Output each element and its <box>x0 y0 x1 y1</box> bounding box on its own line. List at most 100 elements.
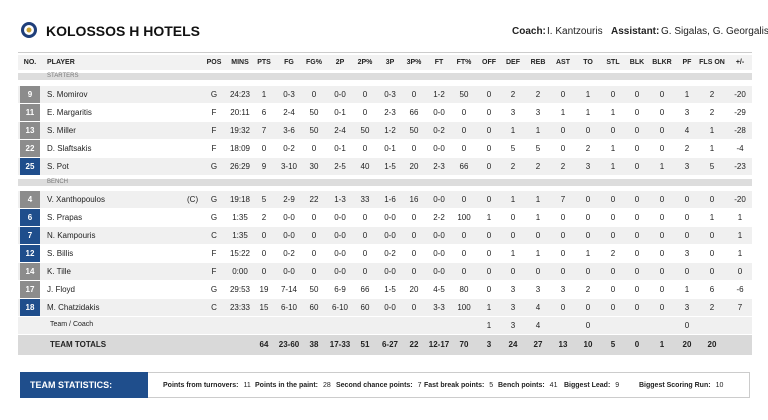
team-stat-value: 7 <box>417 382 422 389</box>
total-cell: 6-27 <box>381 340 398 349</box>
stat-cell: 7-14 <box>280 284 297 294</box>
column-header: +/- <box>735 58 745 66</box>
stat-cell: F <box>211 266 217 276</box>
stat-cell: 0 <box>486 143 492 153</box>
stat-cell: 1 <box>610 107 616 117</box>
stat-cell: 1 <box>261 89 267 99</box>
stat-cell: 0 <box>585 266 591 276</box>
team-stat-label: Biggest Lead: <box>564 382 611 389</box>
stat-cell: 50 <box>409 125 419 135</box>
stat-cell: 0 <box>610 89 616 99</box>
team-logo <box>21 22 37 38</box>
stat-cell: 0 <box>560 89 566 99</box>
stat-cell: 2 <box>535 161 541 171</box>
column-header: FLS ON <box>699 58 725 66</box>
stat-cell: 1 <box>585 107 591 117</box>
stat-cell: 2-5 <box>334 161 346 171</box>
stat-cell: 0 <box>684 230 690 240</box>
column-header: BLK <box>629 58 645 66</box>
team-coach-label: Team / Coach <box>50 321 94 328</box>
stat-cell: 2 <box>560 161 566 171</box>
stat-cell: G <box>210 284 218 294</box>
header-row <box>18 55 752 70</box>
stat-cell: -23 <box>734 161 746 171</box>
stat-cell: 1 <box>535 194 541 204</box>
stat-cell: 0 <box>486 284 492 294</box>
stat-cell: 0-0 <box>433 230 445 240</box>
stat-cell: 0-0 <box>433 248 445 258</box>
number-box <box>20 122 40 139</box>
stat-cell: 0 <box>560 212 566 222</box>
row <box>18 299 752 316</box>
stat-cell: 0 <box>659 89 665 99</box>
stat-cell: 0 <box>659 107 665 117</box>
stat-cell: 0 <box>585 125 591 135</box>
team-stat: Biggest Lead: 9 <box>564 382 619 389</box>
stat-cell: 0 <box>261 266 267 276</box>
column-header: PF <box>682 58 692 66</box>
row <box>18 86 752 103</box>
total-cell: 64 <box>259 340 269 349</box>
stat-cell: 1 <box>585 248 591 258</box>
stat-cell: 0 <box>634 302 640 312</box>
stat-cell: 4-5 <box>433 284 445 294</box>
player-number: 14 <box>25 266 35 276</box>
stat-cell: 16 <box>409 194 419 204</box>
stat-cell: 2 <box>535 89 541 99</box>
stat-cell: 0 <box>535 266 541 276</box>
number-box <box>20 227 40 244</box>
row <box>18 158 752 175</box>
stat-cell: 0-2 <box>433 125 445 135</box>
stat-cell: 20 <box>409 284 419 294</box>
stat-cell: 1 <box>684 284 690 294</box>
player-name: N. Kampouris <box>47 230 96 240</box>
player-name: S. Billis <box>47 248 74 258</box>
stat-cell: 0 <box>684 194 690 204</box>
stat-cell: 20:11 <box>230 107 250 117</box>
stat-cell: 4 <box>684 125 690 135</box>
stat-cell: 30 <box>309 161 319 171</box>
total-cell: 20 <box>682 340 692 349</box>
stat-cell: 2-4 <box>283 107 295 117</box>
assistant: G. Sigalas, G. Georgalis <box>661 26 768 37</box>
stat-cell: 4 <box>535 302 541 312</box>
stat-cell: 2 <box>510 161 516 171</box>
stat-cell: 0 <box>634 194 640 204</box>
player-number: 4 <box>27 194 33 204</box>
total-cell: 27 <box>533 340 543 349</box>
stat-cell: 0-0 <box>334 230 346 240</box>
stat-cell: 0 <box>486 248 492 258</box>
section-label: BENCH <box>47 179 69 185</box>
stat-cell: 3 <box>510 284 516 294</box>
stat-cell: 3 <box>684 161 690 171</box>
coach-label: Coach: <box>512 26 546 37</box>
stat-cell: 20 <box>409 161 419 171</box>
total-cell: 22 <box>409 340 419 349</box>
stat-cell: 0 <box>560 230 566 240</box>
stat-cell: 19 <box>259 284 269 294</box>
stat-cell: G <box>210 89 218 99</box>
total-cell: 12-17 <box>428 340 450 349</box>
total-cell: 51 <box>360 340 370 349</box>
stat-cell: 0 <box>486 161 492 171</box>
stat-cell: C <box>211 230 217 240</box>
stat-cell: 1 <box>535 125 541 135</box>
column-header: 2P <box>335 58 345 66</box>
stat-cell: 60 <box>309 302 319 312</box>
team-stat-value: 41 <box>549 382 558 389</box>
stat-cell: 0 <box>610 266 616 276</box>
stat-cell: 0 <box>585 194 591 204</box>
stat-cell: 0 <box>362 230 368 240</box>
stat-cell: 0 <box>362 89 368 99</box>
player-number: 6 <box>27 212 33 222</box>
row <box>18 263 752 280</box>
total-cell: 70 <box>459 340 469 349</box>
column-header: FT <box>434 58 444 66</box>
stat-cell: 0 <box>461 143 467 153</box>
stat-cell: 0 <box>610 125 616 135</box>
row <box>18 209 752 226</box>
stat-cell: 0-0 <box>283 212 295 222</box>
stat-cell: 0 <box>585 212 591 222</box>
stat-cell: 0 <box>311 248 317 258</box>
stat-cell: 15 <box>259 302 269 312</box>
